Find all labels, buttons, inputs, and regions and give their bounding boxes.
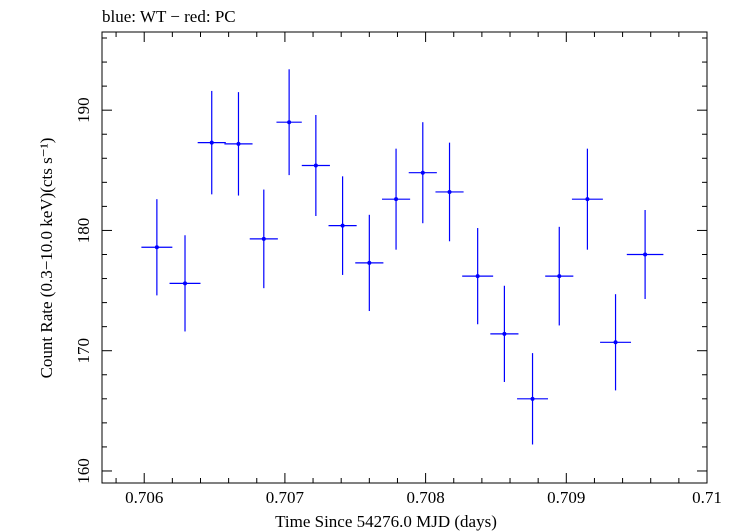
- data-point: [545, 226, 574, 326]
- data-point: [408, 122, 437, 224]
- y-tick-label: 170: [74, 338, 93, 364]
- point-marker: [447, 189, 452, 194]
- x-tick-label: 0.708: [406, 488, 444, 507]
- y-tick-label: 190: [74, 97, 93, 123]
- point-marker: [261, 236, 266, 241]
- data-point: [328, 176, 357, 275]
- point-marker: [643, 252, 648, 257]
- data-point: [381, 148, 411, 250]
- data-point: [355, 214, 384, 312]
- data-point: [600, 294, 632, 391]
- data-point: [276, 69, 302, 176]
- data-point: [571, 148, 603, 250]
- data-point: [462, 228, 494, 325]
- point-marker: [183, 281, 188, 286]
- point-marker: [530, 396, 535, 401]
- data-point: [517, 353, 549, 445]
- y-tick-label: 180: [74, 218, 93, 244]
- point-marker: [367, 260, 372, 265]
- data-point: [197, 90, 226, 195]
- point-marker: [394, 197, 399, 202]
- point-marker: [287, 120, 292, 125]
- point-marker: [209, 140, 214, 145]
- axis-tick-labels: 0.706 0.707 0.708 0.709 0.71 160 170 180 190: [74, 97, 722, 507]
- x-tick-label: 0.71: [692, 488, 722, 507]
- point-marker: [613, 340, 618, 345]
- data-point: [435, 142, 464, 242]
- chart-title: blue: WT − red: PC: [102, 7, 236, 26]
- y-tick-label: 160: [74, 458, 93, 484]
- axis-ticks: [102, 32, 708, 483]
- point-marker: [420, 170, 425, 175]
- point-marker: [340, 223, 345, 228]
- point-marker: [313, 163, 318, 168]
- x-tick-label: 0.706: [125, 488, 163, 507]
- data-point: [490, 285, 519, 382]
- point-marker: [585, 197, 590, 202]
- point-marker: [502, 331, 507, 336]
- point-marker: [557, 274, 562, 279]
- x-tick-label: 0.707: [266, 488, 305, 507]
- point-marker: [154, 245, 159, 250]
- data-point: [249, 189, 278, 289]
- data-point: [301, 114, 330, 217]
- data-point: [141, 199, 173, 296]
- x-tick-label: 0.709: [547, 488, 585, 507]
- point-marker: [236, 141, 241, 146]
- data-point: [169, 235, 201, 332]
- x-axis-label: Time Since 54276.0 MJD (days): [275, 512, 497, 531]
- data-series: [141, 69, 664, 445]
- data-point: [626, 209, 664, 299]
- point-marker: [475, 274, 480, 279]
- data-point: [224, 92, 253, 196]
- y-axis-label: Count Rate (0.3−10.0 keV)(cts s⁻¹): [37, 138, 56, 379]
- plot-frame: [101, 31, 708, 484]
